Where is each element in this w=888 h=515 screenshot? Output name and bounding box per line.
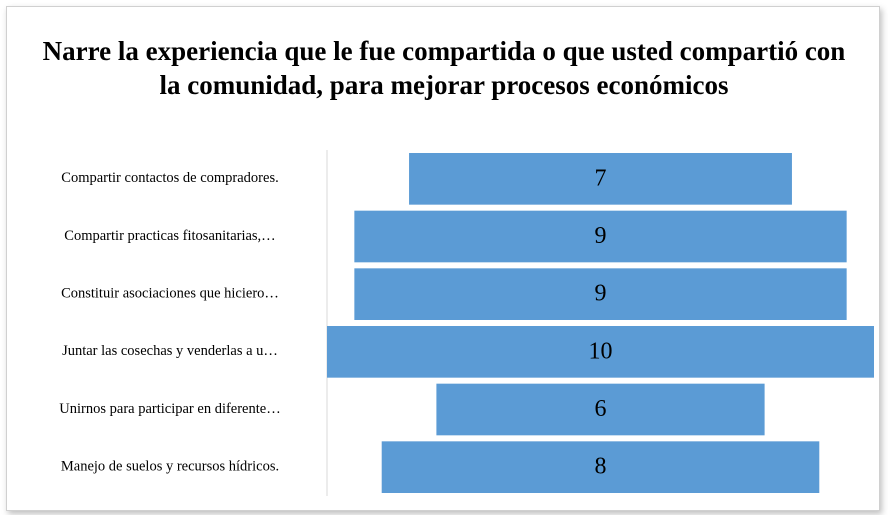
bar — [327, 326, 874, 378]
category-label: Constituir asociaciones que hiciero… — [61, 285, 279, 301]
data-label: 7 — [595, 165, 607, 191]
category-label: Juntar las cosechas y venderlas a u… — [62, 343, 278, 359]
data-label: 6 — [595, 396, 607, 422]
category-label: Unirnos para participar en diferente… — [59, 401, 280, 417]
chart-title: Narre la experiencia que le fue comparti… — [42, 36, 846, 100]
data-label: 10 — [589, 338, 613, 364]
category-label: Compartir contactos de compradores. — [61, 170, 278, 186]
data-label: 9 — [595, 223, 607, 249]
bar — [381, 441, 820, 493]
bar — [354, 210, 847, 263]
bar — [354, 268, 847, 320]
bar — [409, 153, 792, 205]
category-label: Compartir practicas fitosanitarias,… — [64, 228, 275, 244]
data-label: 9 — [595, 281, 607, 307]
category-label: Manejo de suelos y recursos hídricos. — [61, 458, 279, 474]
bar — [436, 383, 765, 436]
data-label: 8 — [595, 454, 607, 480]
